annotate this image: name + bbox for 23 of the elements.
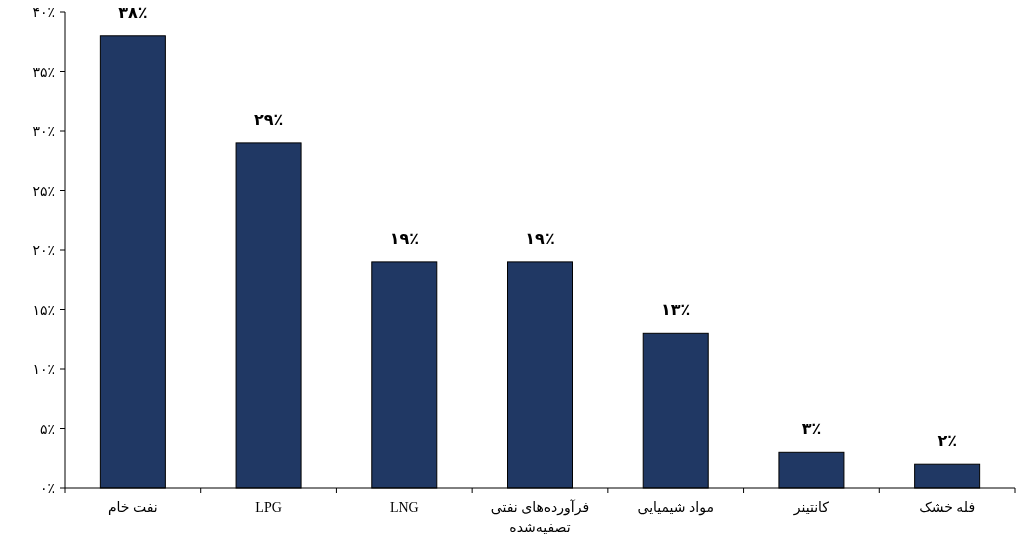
y-tick-label: ۰٪: [39, 481, 55, 496]
x-tick-label: LPG: [255, 500, 282, 515]
y-tick-label: ۴۰٪: [32, 5, 55, 20]
x-tick-label: مواد شیمیایی: [637, 500, 714, 516]
x-tick-label: نفت خام: [107, 500, 158, 515]
y-tick-label: ۳۵٪: [32, 64, 55, 80]
y-tick-label: ۱۵٪: [32, 302, 55, 318]
data-label: ۱۹٪: [525, 229, 555, 247]
data-label: ۳٪: [801, 420, 822, 438]
data-label: ۲۹٪: [253, 110, 284, 128]
y-tick-label: ۱۰٪: [32, 362, 55, 377]
data-label: ۱۹٪: [389, 229, 419, 247]
x-tick-label: فله خشک: [919, 500, 976, 515]
x-tick-label: فرآورده‌های نفتی تصفیه‌شده: [490, 499, 590, 535]
y-tick-label: ۳۰٪: [32, 124, 55, 139]
x-tick-label: کانتینر: [792, 500, 830, 516]
data-label: ۲٪: [937, 432, 957, 450]
y-tick-label: ۲۰٪: [32, 243, 55, 258]
data-label: ۱۳٪: [661, 301, 691, 319]
y-tick-label: ۵٪: [39, 421, 55, 437]
y-tick-label: ۲۵٪: [32, 183, 55, 199]
data-label: ۳۸٪: [118, 3, 148, 21]
x-tick-label: LNG: [389, 500, 419, 515]
